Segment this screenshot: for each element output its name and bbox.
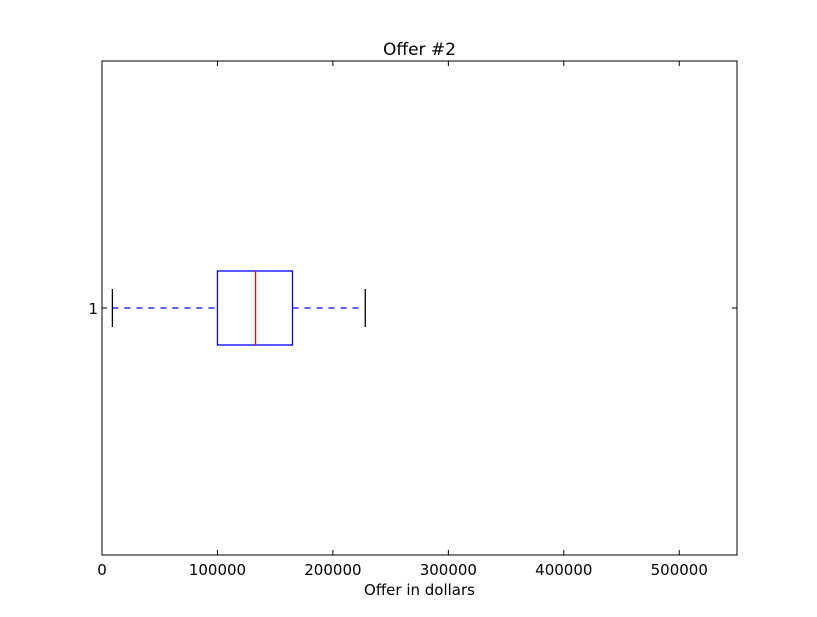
- x-tick-label: 0: [97, 561, 107, 579]
- plot-area-frame: [101, 60, 738, 556]
- y-tick-label: 1: [88, 300, 98, 318]
- x-tick-label: 400000: [535, 561, 592, 579]
- x-tick-label: 100000: [189, 561, 246, 579]
- box-layer: [111, 270, 366, 346]
- x-axis-label: Offer in dollars: [364, 581, 475, 599]
- tick-layer: 0 100000 200000 300000 400000 500000 1: [88, 61, 737, 579]
- chart-title: Offer #2: [383, 40, 456, 60]
- x-tick-label: 200000: [304, 561, 361, 579]
- x-tick-label: 300000: [420, 561, 477, 579]
- x-tick-label: 500000: [651, 561, 708, 579]
